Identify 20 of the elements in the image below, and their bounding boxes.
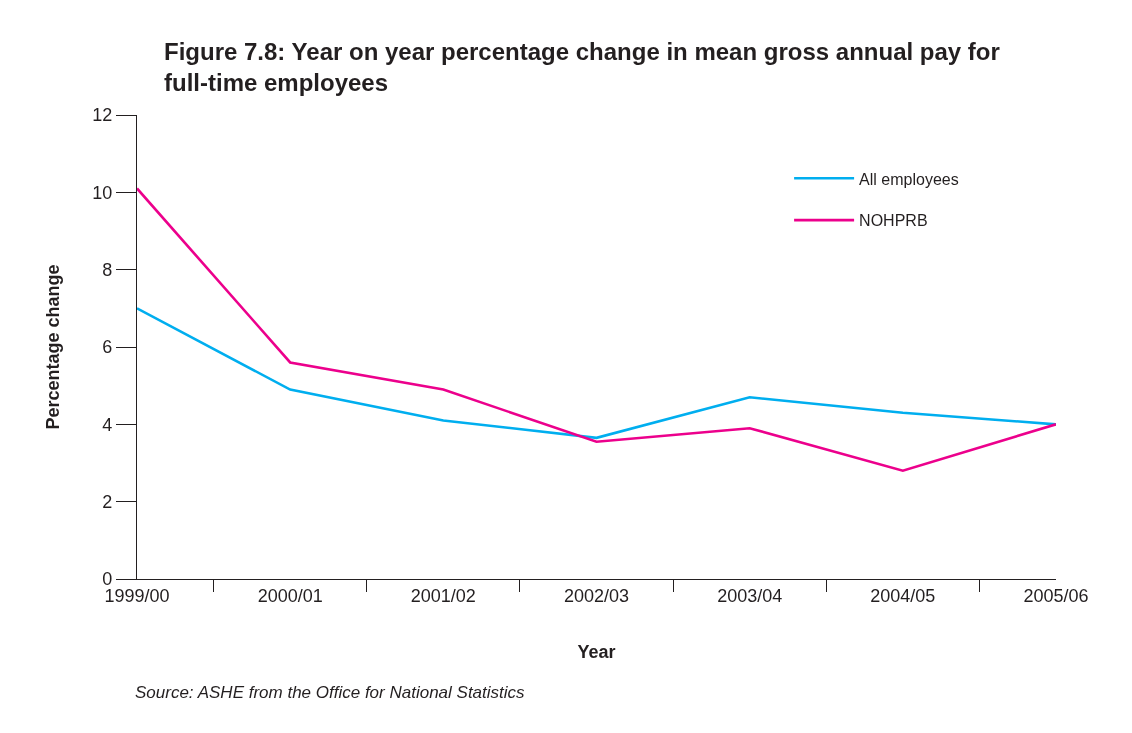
legend-label: All employees [859,170,959,188]
y-axis-title: Percentage change [43,264,64,430]
y-tick-label: 4 [102,414,113,435]
x-axis-title: Year [577,641,616,662]
x-tick-label: 2004/05 [870,585,936,606]
x-tick-label: 2002/03 [563,585,630,606]
legend-label: NOHPRB [859,212,928,230]
y-tick-label: 12 [92,105,113,126]
y-tick-label: 10 [92,182,113,203]
x-tick-label: 2003/04 [717,585,783,606]
line-series [137,307,1056,440]
y-tick-label: 2 [102,491,113,512]
y-tick-label: 6 [102,337,113,358]
source-note: Source: ASHE from the Office for National Statistics [135,683,526,702]
line-series [137,187,1056,473]
chart-title: Figure 7.8: Year on year percentage change in mean gross annual pay for full-time employees [164,38,1000,97]
x-tick-label: 2001/02 [410,585,476,606]
y-tick-label: 8 [102,259,113,280]
x-tick-label: 2000/01 [257,585,323,606]
x-tick-label: 2005/06 [1023,585,1089,606]
